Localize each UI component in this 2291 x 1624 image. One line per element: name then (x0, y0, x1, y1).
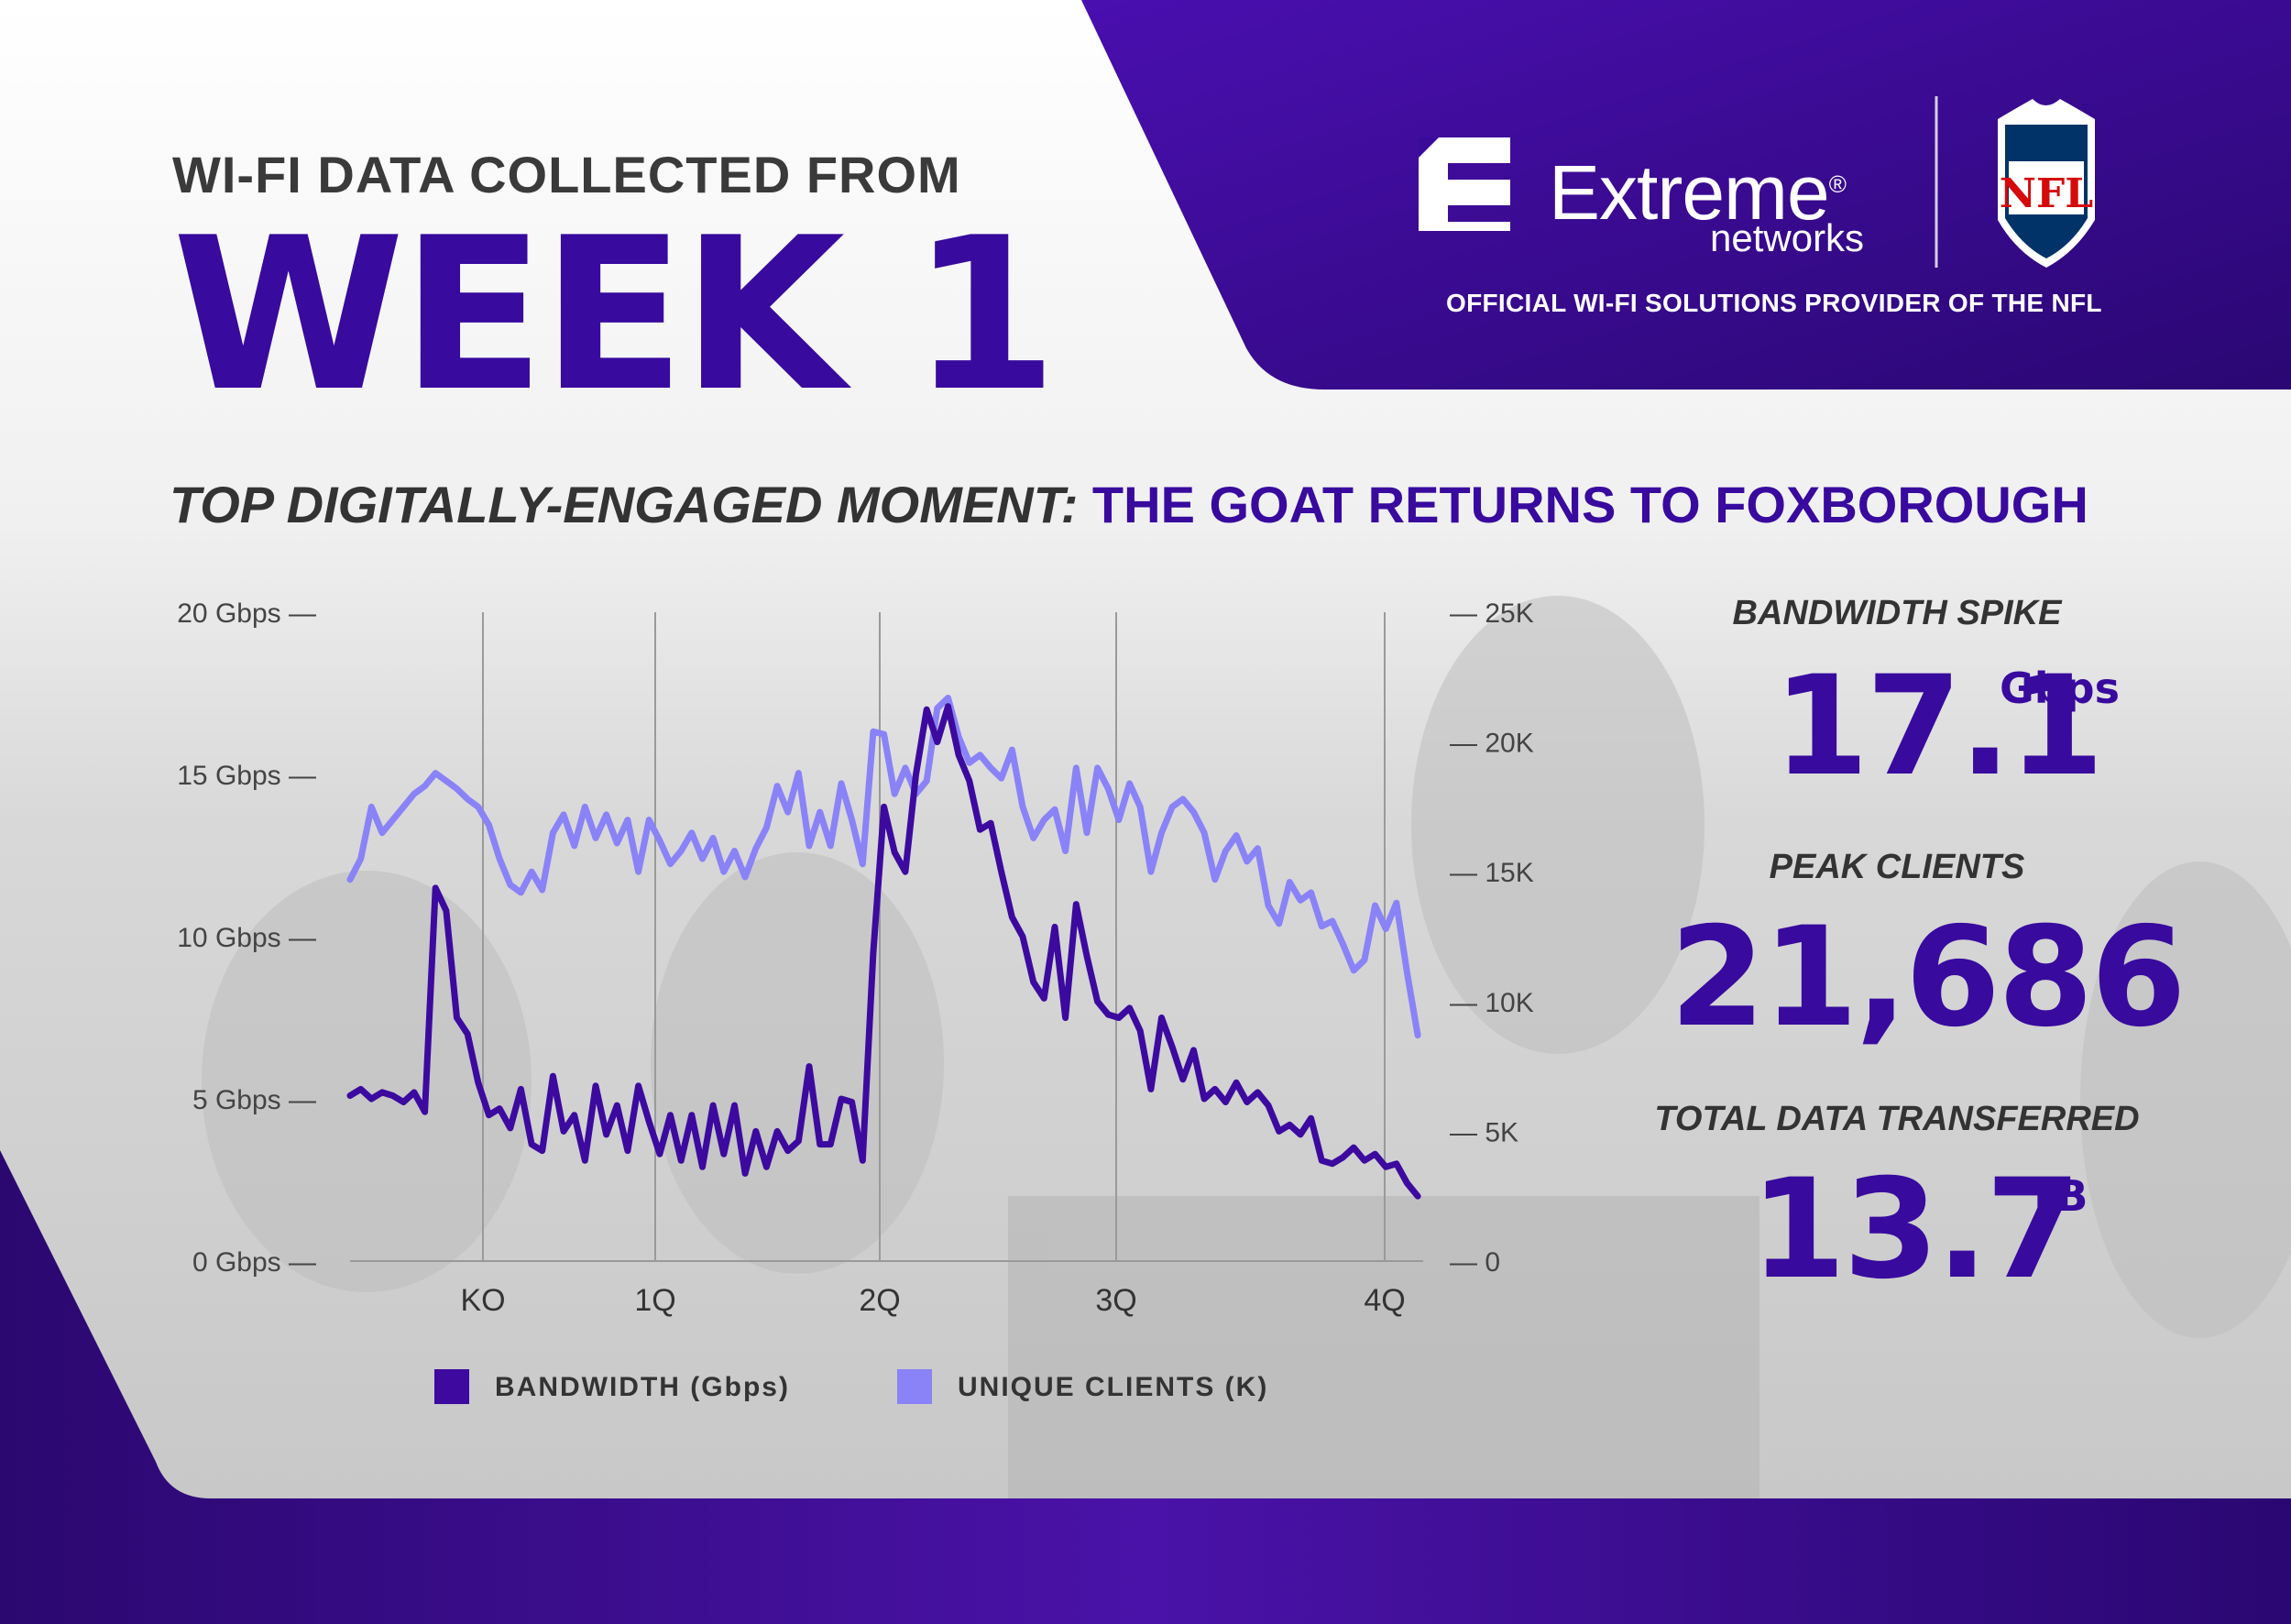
x-tick-label: KO (460, 1283, 505, 1318)
y-left-tick-label: 10 Gbps — (177, 923, 316, 953)
x-tick-label: 1Q (634, 1283, 675, 1318)
y-left-tick-label: 20 Gbps — (177, 598, 316, 629)
nfl-logo-text: NFL (2000, 170, 2093, 217)
stat-unit-bandwidth-spike: Gbps (2000, 664, 2120, 713)
brand-name: Extreme® (1549, 149, 1847, 236)
series-line-bandwidth (346, 703, 1421, 1200)
y-right-tick-label: — 15K (1450, 858, 1534, 888)
week-title: WEEK 1 (172, 193, 1058, 438)
stat-label-peak-clients: PEAK CLIENTS (1769, 848, 2025, 886)
brand-tagline: OFFICIAL WI-FI SOLUTIONS PROVIDER OF THE… (1446, 289, 2102, 317)
week-label: WI-FI DATA COLLECTED FROM (172, 146, 961, 203)
stat-value-bandwidth-spike: 17.1 (1773, 647, 2104, 807)
brand-subtitle: networks (1710, 216, 1865, 259)
nfl-logo-icon: NFL (1998, 99, 2095, 268)
chart-area: 0 Gbps — 5 Gbps — 10 Gbps — 15 Gbps — 20 Gbp… (177, 598, 1533, 1318)
moment-lead: TOP DIGITALLY-ENGAGED MOMENT: (170, 476, 1079, 533)
y-right-tick-label: — 0 (1450, 1247, 1500, 1278)
y-right-tick-label: — 25K (1450, 598, 1534, 629)
x-tick-label: 2Q (859, 1283, 900, 1318)
stat-label-bandwidth-spike: BANDWIDTH SPIKE (1732, 594, 2062, 632)
moment-heading: TOP DIGITALLY-ENGAGED MOMENT: THE GOAT R… (170, 475, 2088, 534)
series-line-unique-clients (346, 695, 1421, 1039)
background-photo-shapes (202, 596, 2291, 1498)
legend-swatch-bandwidth (434, 1369, 469, 1404)
x-tick-label: 3Q (1095, 1283, 1136, 1318)
y-left-tick-label: 0 Gbps — (192, 1247, 316, 1278)
y-right-tick-label: — 20K (1450, 729, 1534, 759)
brand-header-block (1081, 0, 2291, 390)
y-right-tick-label: — 5K (1450, 1117, 1518, 1147)
stat-value-total-data: 13.7 (1750, 1150, 2081, 1310)
legend-label-bandwidth: BANDWIDTH (Gbps) (495, 1372, 790, 1402)
stat-value-peak-clients: 21,686 (1670, 898, 2187, 1058)
y-left-tick-label: 5 Gbps — (192, 1085, 316, 1115)
x-tick-label: 4Q (1364, 1283, 1405, 1318)
moment-title: THE GOAT RETURNS TO FOXBOROUGH (1091, 476, 2088, 533)
stat-label-total-data: TOTAL DATA TRANSFERRED (1654, 1100, 2140, 1138)
legend-label-unique-clients: UNIQUE CLIENTS (K) (958, 1372, 1269, 1402)
extreme-logo-icon (1419, 137, 1510, 231)
y-right-tick-label: — 10K (1450, 988, 1534, 1018)
legend-swatch-unique-clients (897, 1369, 932, 1404)
stat-unit-total-data: TB (2027, 1171, 2088, 1221)
y-left-tick-label: 15 Gbps — (177, 761, 316, 791)
